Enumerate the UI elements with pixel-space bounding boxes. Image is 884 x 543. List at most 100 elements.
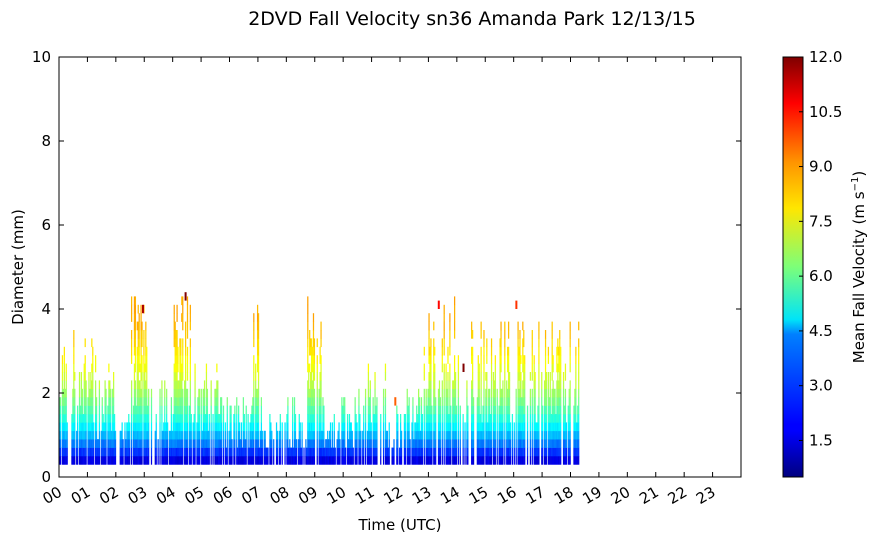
- heatmap-cell: [132, 422, 135, 432]
- heatmap-cell: [309, 422, 311, 432]
- heatmap-cell: [487, 439, 489, 448]
- heatmap-cell: [554, 456, 556, 465]
- heatmap-cell: [428, 380, 430, 390]
- heatmap-cell: [65, 414, 67, 423]
- heatmap-cell: [137, 380, 139, 390]
- heatmap-cell: [124, 439, 126, 448]
- colorbar-label-superscript: −1: [850, 177, 861, 192]
- heatmap-cell: [522, 422, 524, 432]
- heatmap-cell: [109, 447, 111, 457]
- heatmap-cell: [179, 363, 181, 373]
- heatmap-cell: [316, 414, 318, 423]
- heatmap-cell: [110, 414, 112, 423]
- heatmap-cell: [326, 439, 328, 448]
- heatmap-cell: [307, 321, 309, 331]
- heatmap-cell: [236, 397, 238, 406]
- heatmap-cell: [287, 447, 289, 457]
- heatmap-cell: [450, 405, 452, 415]
- heatmap-cell: [84, 405, 86, 415]
- heatmap-cell: [538, 372, 540, 381]
- heatmap-cell: [193, 439, 195, 448]
- heatmap-cell: [240, 456, 243, 465]
- heatmap-cell: [385, 456, 388, 465]
- heatmap-cell: [150, 430, 153, 440]
- heatmap-cell: [477, 405, 479, 415]
- heatmap-cell: [556, 414, 558, 423]
- heatmap-cell: [564, 430, 567, 440]
- heatmap-cell: [110, 439, 112, 448]
- heatmap-cell: [502, 405, 504, 415]
- heatmap-cell: [89, 456, 91, 465]
- heatmap-cell: [94, 380, 97, 390]
- heatmap-cell: [388, 456, 390, 465]
- x-tick-label: 01: [68, 483, 94, 508]
- heatmap-cell: [367, 388, 370, 398]
- heatmap-cell: [382, 405, 385, 415]
- heatmap-cell: [446, 439, 448, 448]
- heatmap-cell: [88, 414, 90, 423]
- heatmap-cell: [212, 456, 214, 465]
- heatmap-cell: [141, 447, 143, 457]
- heatmap-cell: [354, 414, 356, 423]
- heatmap-cell: [459, 422, 461, 432]
- heatmap-cell: [173, 447, 175, 457]
- heatmap-cell: [176, 405, 178, 415]
- heatmap-cell: [90, 447, 92, 457]
- heatmap-cell: [91, 430, 93, 440]
- heatmap-cell: [486, 430, 488, 440]
- heatmap-cell: [407, 456, 409, 465]
- heatmap-cell: [523, 439, 525, 448]
- heatmap-cell: [178, 405, 180, 415]
- heatmap-cell: [439, 447, 442, 457]
- x-tick-label: 20: [608, 483, 634, 508]
- heatmap-cell: [83, 372, 85, 381]
- heatmap-cell: [265, 456, 267, 465]
- heatmap-cell: [521, 414, 523, 423]
- heatmap-cell: [132, 430, 135, 440]
- heatmap-cell: [82, 422, 84, 432]
- heatmap-cell: [163, 447, 165, 457]
- heatmap-cell: [384, 372, 387, 381]
- heatmap-cell: [243, 439, 245, 448]
- heatmap-cell: [182, 304, 184, 314]
- heatmap-cell: [318, 405, 320, 415]
- heatmap-cell: [309, 330, 311, 339]
- heatmap-cell: [453, 405, 455, 415]
- heatmap-cell: [230, 414, 232, 423]
- heatmap-cell: [147, 422, 149, 432]
- heatmap-cell: [133, 397, 136, 406]
- heatmap-cell: [220, 414, 222, 423]
- heatmap-cell: [344, 447, 346, 457]
- heatmap-cell: [417, 414, 419, 423]
- heatmap-cell: [541, 430, 543, 440]
- heatmap-cell: [316, 405, 318, 415]
- heatmap-cell: [87, 397, 89, 406]
- heatmap-cell: [101, 456, 103, 465]
- heatmap-cell: [373, 456, 375, 465]
- heatmap-cell: [488, 456, 490, 465]
- heatmap-cell: [479, 447, 481, 457]
- heatmap-cell: [511, 456, 514, 465]
- heatmap-cell: [556, 380, 558, 390]
- heatmap-cell: [89, 430, 91, 440]
- heatmap-cell: [324, 456, 326, 465]
- heatmap-cell: [350, 439, 352, 448]
- heatmap-cell: [543, 405, 546, 415]
- heatmap-cell: [102, 414, 104, 423]
- heatmap-cell: [145, 363, 147, 373]
- heatmap-cell: [575, 397, 577, 406]
- heatmap-cell: [94, 405, 97, 415]
- heatmap-cell: [166, 447, 169, 457]
- heatmap-cell: [555, 456, 557, 465]
- heatmap-cell: [575, 372, 577, 381]
- heatmap-cell: [78, 414, 81, 423]
- heatmap-cell: [236, 422, 238, 432]
- heatmap-cell: [166, 439, 168, 448]
- heatmap-cell: [524, 363, 526, 373]
- heatmap-cell: [186, 405, 189, 415]
- heatmap-cell: [364, 439, 367, 448]
- heatmap-cell: [189, 372, 191, 381]
- heatmap-cell: [310, 346, 312, 356]
- heatmap-cell: [480, 422, 482, 432]
- heatmap-cell: [420, 439, 423, 448]
